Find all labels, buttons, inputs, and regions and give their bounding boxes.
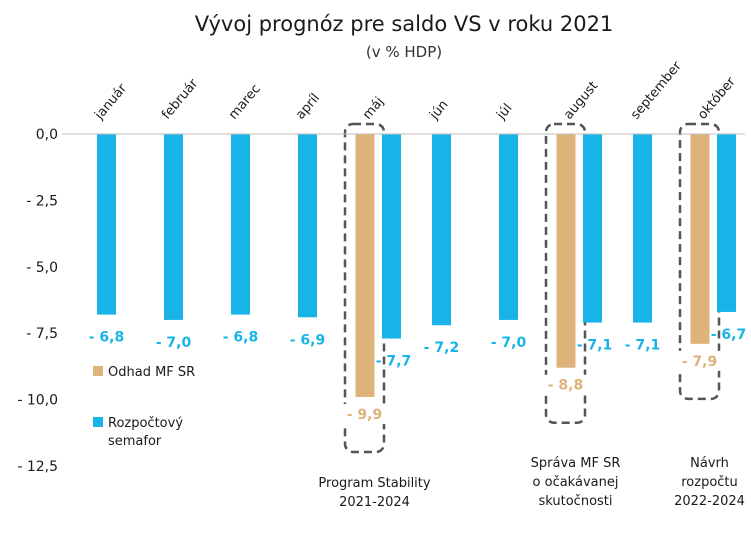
annotation-text: Program Stability [318, 476, 430, 491]
bar-semafor [499, 134, 518, 320]
x-axis-labels: január február marec apríl máj jún júl august se… [91, 59, 739, 124]
y-tick-label: - 7,5 [26, 326, 58, 342]
data-labels: - 6,8 - 7,0 - 6,8 - 6,9 - 9,9 - 7,7 - 7,2 - 7,0… [89, 327, 747, 424]
highlight-box [678, 122, 721, 401]
data-label-semafor: - 6,8 [89, 330, 125, 346]
chart-subtitle: (v % HDP) [366, 43, 442, 61]
data-label-semafor: - 7,0 [491, 335, 527, 351]
annotation-text: skutočnosti [538, 494, 612, 509]
legend: Odhad MF SR Rozpočtový semafor [76, 360, 302, 460]
annotation-text: Správa MF SR [531, 456, 621, 471]
annotation-text: o očakávanej [533, 475, 619, 490]
annotation-text: 2022-2024 [674, 494, 745, 509]
bar-semafor [432, 134, 451, 326]
data-label-semafor: - 6,9 [290, 332, 326, 348]
legend-label-semafor-line1: Rozpočtový [108, 416, 183, 431]
x-tick-label: október [695, 74, 739, 123]
data-label-semafor: - 7,0 [156, 335, 192, 351]
bar-odhad [355, 134, 375, 397]
label-background [540, 374, 591, 395]
data-label-odhad: - 7,9 [682, 354, 718, 370]
data-label-semafor: - 7,7 [376, 354, 412, 370]
bar-semafor [382, 134, 401, 339]
bar-semafor [298, 134, 317, 318]
data-label-semafor: - 7,1 [625, 338, 661, 354]
x-tick-label: január [91, 81, 130, 124]
chart-title: Vývoj prognóz pre saldo VS v roku 2021 [195, 12, 614, 36]
y-tick-label: 0,0 [36, 127, 58, 143]
annotation-text: rozpočtu [681, 475, 738, 490]
legend-background [76, 360, 302, 404]
y-tick-label: - 10,0 [17, 393, 58, 409]
legend-swatch-odhad [93, 366, 103, 376]
bar-semafor [97, 134, 116, 315]
annotations: Program Stability 2021-2024 Správa MF SR o … [318, 456, 745, 510]
data-label-odhad: - 9,9 [347, 407, 383, 423]
x-tick-label: apríl [293, 91, 323, 123]
x-tick-label: február [159, 76, 202, 123]
bar-odhad [690, 134, 710, 344]
y-tick-label: - 12,5 [17, 459, 58, 475]
legend-swatch-semafor [93, 417, 103, 427]
bar-semafor [231, 134, 250, 315]
bar-odhad [556, 134, 576, 368]
legend-label-semafor-line2: semafor [108, 434, 162, 449]
data-label-odhad: - 8,8 [548, 378, 584, 394]
label-background [339, 403, 390, 424]
x-tick-label: september [628, 59, 685, 123]
bar-semafor [164, 134, 183, 320]
y-axis: 0,0 - 2,5 - 5,0 - 7,5 - 10,0 - 12,5 [17, 127, 58, 475]
label-background [674, 350, 725, 371]
highlight-box [343, 122, 386, 454]
annotation-text: 2021-2024 [339, 495, 410, 510]
legend-label-odhad: Odhad MF SR [108, 365, 195, 380]
bar-semafor [633, 134, 652, 323]
data-label-semafor: - 6,8 [223, 330, 259, 346]
x-tick-label: jún [426, 98, 451, 124]
annotation-text: Návrh [690, 456, 729, 471]
bar-semafor [717, 134, 736, 312]
bar-semafor [583, 134, 602, 323]
y-tick-label: - 5,0 [26, 260, 58, 276]
bars [97, 134, 736, 397]
data-label-semafor: - 7,1 [577, 338, 613, 354]
x-tick-label: júl [493, 101, 515, 123]
x-tick-label: august [561, 79, 601, 123]
y-tick-label: - 2,5 [26, 193, 58, 209]
x-tick-label: marec [226, 82, 264, 123]
highlight-boxes [343, 122, 721, 454]
x-tick-label: máj [360, 94, 387, 122]
data-label-semafor: - 7,2 [424, 340, 460, 356]
data-label-semafor: - 6,7 [711, 327, 747, 343]
